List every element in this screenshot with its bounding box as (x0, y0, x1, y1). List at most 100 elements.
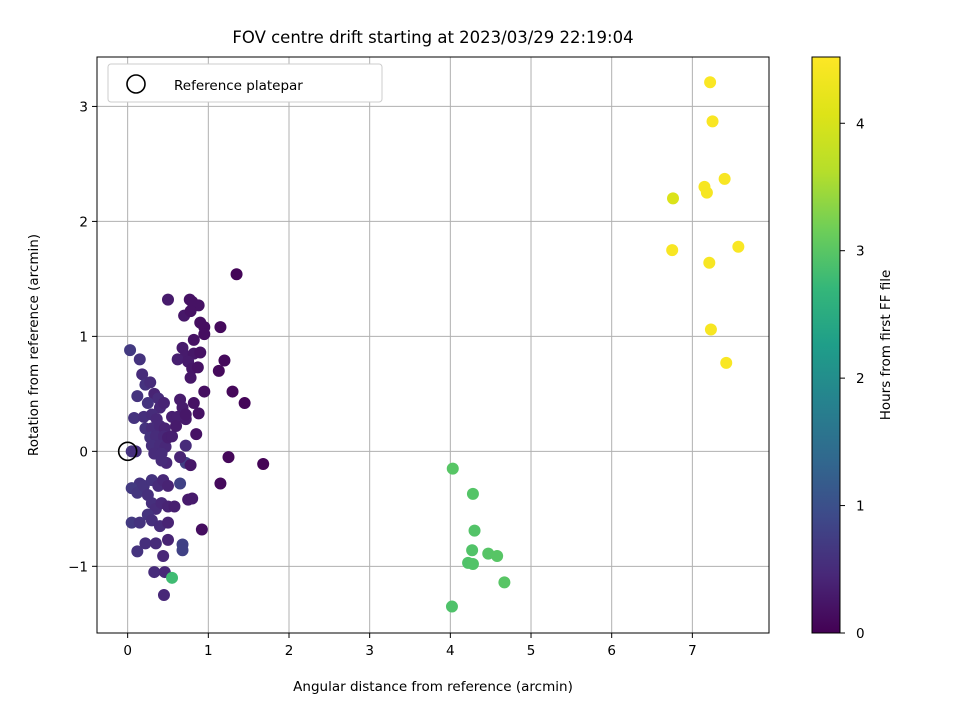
data-point (466, 544, 479, 557)
data-point (184, 371, 197, 384)
data-point (198, 385, 211, 398)
colorbar-tick-label: 3 (856, 244, 865, 260)
data-point (174, 477, 187, 490)
data-point (139, 537, 152, 550)
data-point (703, 256, 716, 269)
data-point (149, 537, 162, 550)
y-tick-label: 2 (79, 214, 88, 230)
data-point (133, 516, 146, 529)
data-point (194, 346, 207, 359)
x-tick-label: 2 (285, 643, 294, 659)
grid-lines (97, 57, 769, 633)
data-point (466, 487, 479, 500)
colorbar: 0 1 2 3 4 Hours from first FF file (811, 56, 894, 642)
data-point (144, 376, 157, 389)
colorbar-tick-label: 4 (856, 116, 865, 132)
data-point (170, 420, 183, 433)
data-point (466, 558, 479, 571)
x-axis-label: Angular distance from reference (arcmin) (293, 679, 573, 695)
data-point (157, 549, 170, 562)
data-point (131, 390, 144, 403)
legend: Reference platepar (107, 63, 383, 103)
data-point (184, 459, 197, 472)
data-point (184, 305, 197, 318)
x-tick-label: 4 (446, 643, 455, 659)
y-axis-ticks: −1 0 1 2 3 (68, 99, 97, 575)
legend-marker (126, 74, 146, 94)
colorbar-tick-label: 2 (856, 371, 865, 387)
data-point (732, 240, 745, 253)
data-point (161, 516, 174, 529)
x-tick-label: 6 (607, 643, 616, 659)
data-point (161, 479, 174, 492)
data-point (218, 354, 231, 367)
x-axis-ticks: 0 1 2 3 4 5 6 7 (123, 633, 697, 659)
chart-title: FOV centre drift starting at 2023/03/29 … (232, 28, 633, 47)
y-tick-label: 3 (79, 99, 88, 115)
y-tick-label: 1 (79, 329, 88, 345)
colorbar-gradient (811, 56, 841, 634)
y-tick-label: 0 (79, 444, 88, 460)
data-point (226, 385, 239, 398)
data-point (155, 454, 168, 467)
legend-label: Reference platepar (174, 78, 303, 94)
data-point (195, 523, 208, 536)
data-point (214, 477, 227, 490)
data-point (720, 356, 733, 369)
colorbar-ticks: 0 1 2 3 4 (840, 116, 865, 642)
data-point (198, 328, 211, 341)
data-point (190, 428, 203, 441)
reference-point (117, 441, 138, 462)
data-point (187, 397, 200, 410)
data-point (161, 533, 174, 546)
data-point (128, 412, 141, 425)
data-point (166, 430, 179, 443)
data-point (445, 600, 458, 613)
data-point (131, 545, 144, 558)
data-point (141, 397, 154, 410)
data-point (667, 192, 679, 205)
data-point (174, 451, 187, 464)
legend-box (107, 63, 383, 103)
data-point (238, 397, 251, 410)
data-point (179, 439, 192, 452)
data-point (187, 333, 200, 346)
data-point (136, 368, 149, 381)
data-point (212, 364, 225, 377)
data-point (222, 451, 235, 464)
colorbar-label: Hours from first FF file (878, 270, 894, 421)
data-point (157, 589, 170, 602)
data-point (124, 344, 137, 357)
data-point (706, 115, 719, 128)
plot-area (96, 56, 770, 634)
y-axis-label: Rotation from reference (arcmin) (26, 234, 42, 456)
data-point (446, 462, 459, 475)
data-point (157, 397, 170, 410)
data-point (168, 500, 181, 513)
x-tick-label: 7 (688, 643, 697, 659)
data-point (468, 524, 481, 537)
data-point (666, 244, 679, 257)
data-point (257, 457, 270, 470)
x-tick-label: 5 (527, 643, 536, 659)
data-point (230, 268, 243, 281)
data-point (491, 549, 504, 562)
data-point (186, 492, 199, 505)
data-point (700, 186, 713, 199)
colorbar-tick-label: 1 (856, 499, 865, 515)
data-point (192, 407, 205, 420)
data-point (161, 293, 174, 306)
data-point (704, 76, 717, 89)
data-point (704, 323, 717, 336)
data-point (179, 408, 192, 421)
data-point (498, 576, 511, 589)
data-point (176, 544, 189, 557)
data-point (133, 353, 146, 366)
data-point (148, 566, 161, 579)
x-tick-label: 3 (365, 643, 374, 659)
data-point (129, 445, 142, 458)
scatter-points (124, 76, 745, 613)
data-point (171, 353, 184, 366)
data-point (191, 361, 204, 374)
